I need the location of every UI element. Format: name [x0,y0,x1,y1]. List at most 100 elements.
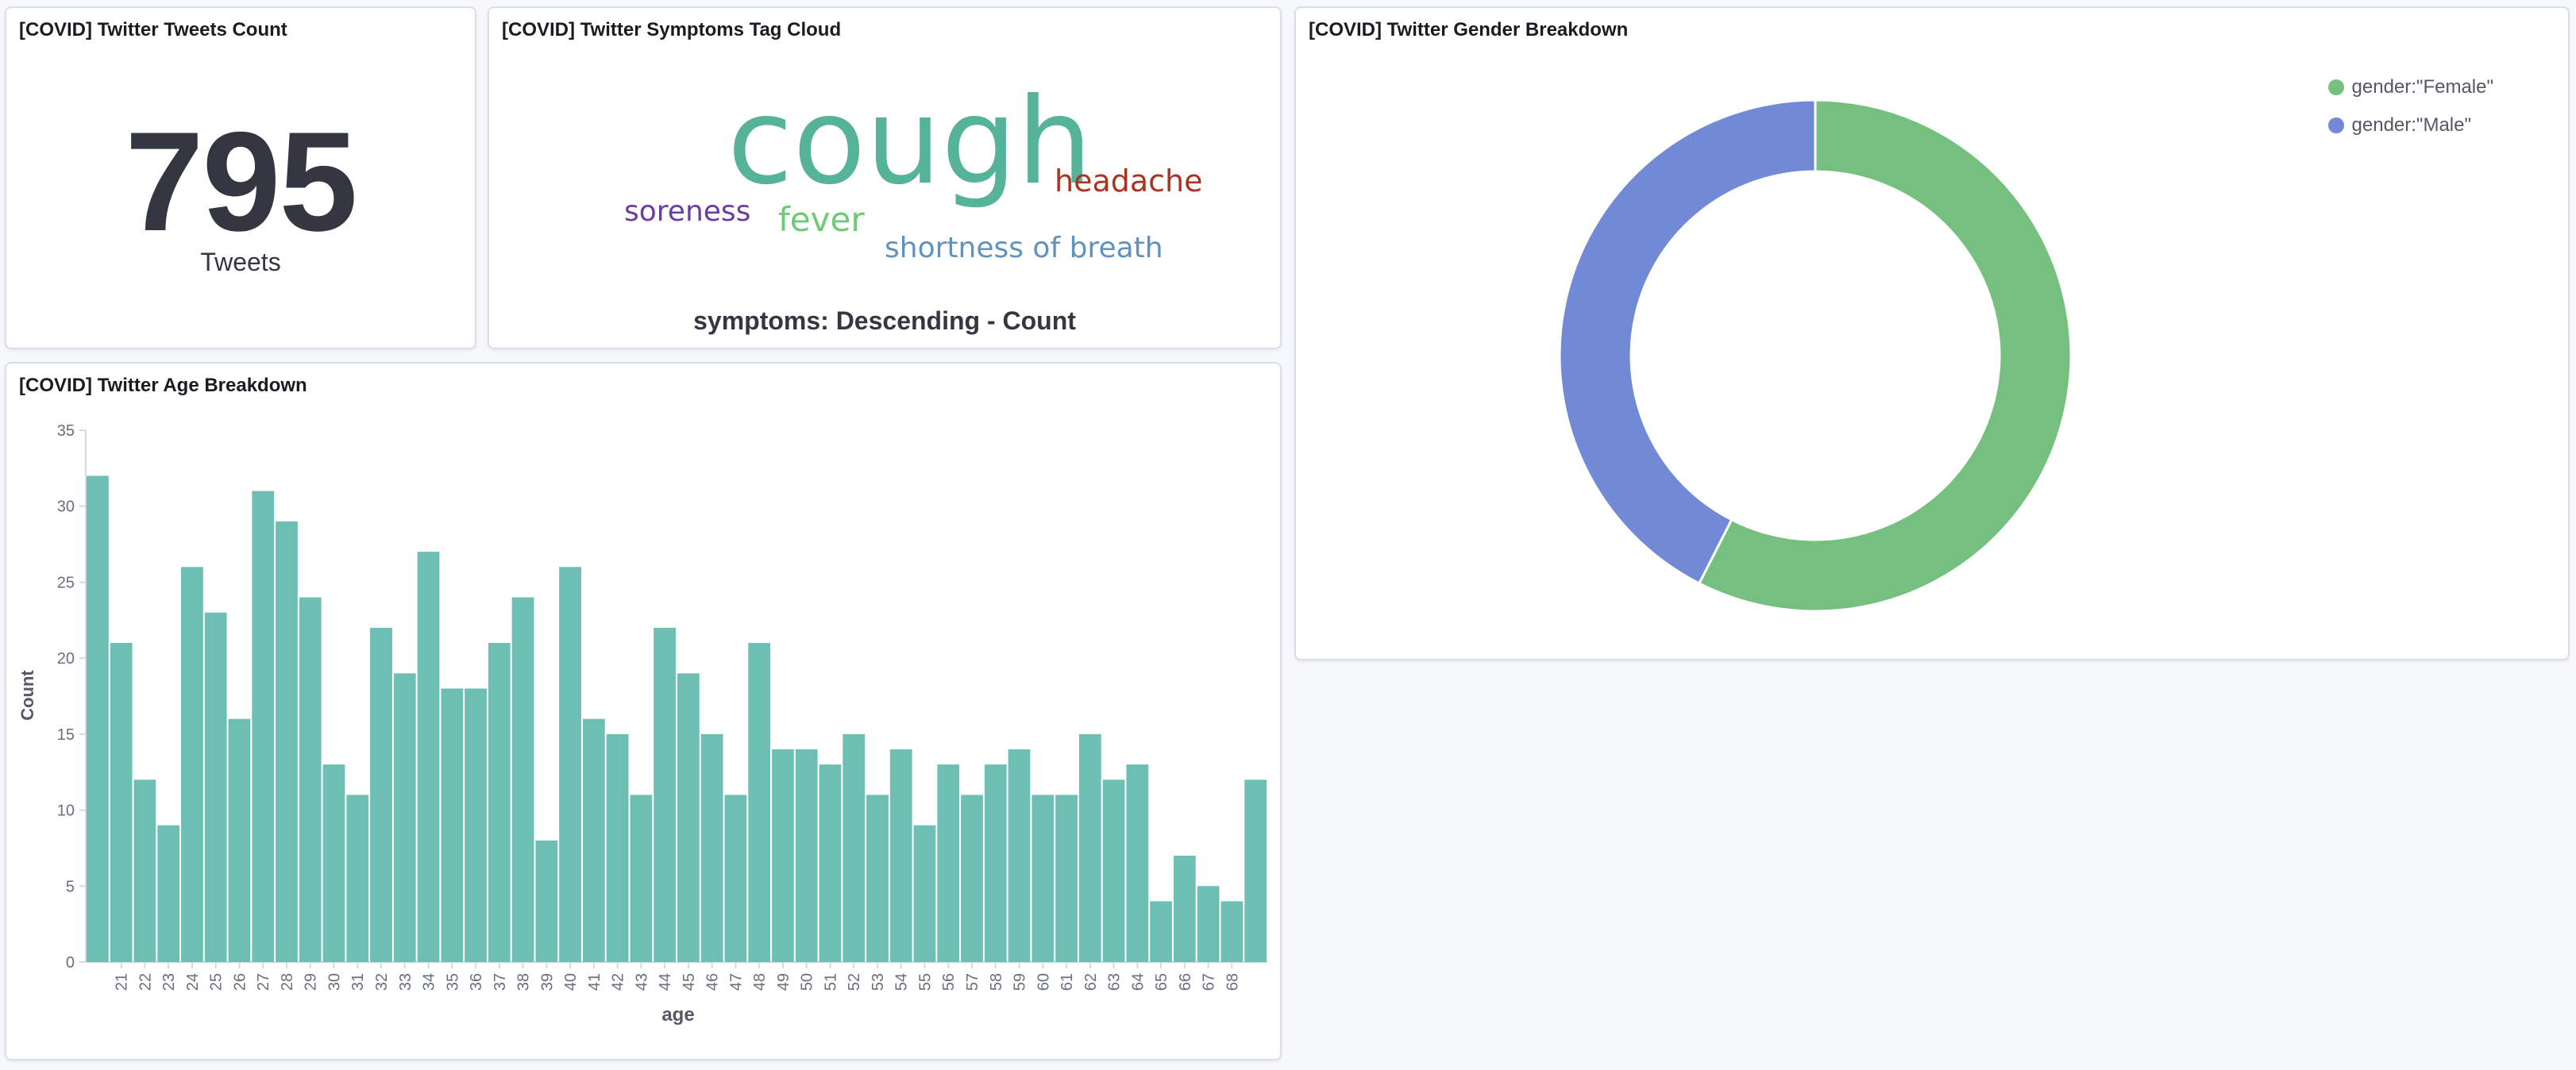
x-tick-label: 21 [114,973,131,991]
age-bar[interactable] [1102,779,1125,962]
donut-slice-female[interactable] [1697,98,2073,613]
age-bar[interactable] [181,567,203,962]
x-tick-label: 46 [704,973,722,991]
age-bar[interactable] [866,795,889,962]
age-bar[interactable] [228,718,251,962]
age-bar[interactable] [913,825,936,962]
age-bar[interactable] [1197,886,1220,962]
age-bar[interactable] [748,643,771,962]
x-tick-label: 68 [1224,973,1241,991]
tag-shortness-of-breath[interactable]: shortness of breath [885,232,1163,264]
x-axis-title: age [661,1004,694,1026]
age-bar[interactable] [511,597,534,962]
legend-item-female[interactable]: gender:"Female" [2327,68,2493,106]
age-bar[interactable] [1078,733,1101,962]
legend-label: gender:"Male" [2351,114,2471,136]
age-bar[interactable] [795,749,818,962]
x-tick-label: 60 [1035,973,1052,991]
age-bar[interactable] [937,764,960,962]
y-axis-title: Count [17,670,37,721]
age-bar[interactable] [843,733,866,962]
age-bar[interactable] [582,718,605,962]
age-bar[interactable] [606,733,629,962]
age-bar[interactable] [393,673,416,962]
donut-slice-male[interactable] [1558,98,1817,585]
age-bar[interactable] [700,733,723,962]
tag-cloud-caption: symptoms: Descending - Count [693,306,1076,335]
age-bar[interactable] [1221,901,1244,962]
panel-title: [COVID] Twitter Tweets Count [19,19,287,40]
age-bar[interactable] [110,643,133,962]
age-bar[interactable] [1244,779,1267,962]
age-bar[interactable] [677,673,700,962]
age-bar[interactable] [1032,795,1055,962]
age-bar[interactable] [772,749,794,962]
tweets-count-label: Tweets [200,248,281,276]
age-bar[interactable] [1055,795,1078,962]
y-tick-label: 0 [66,954,75,972]
age-bar[interactable] [654,627,676,962]
x-tick-label: 62 [1082,973,1100,991]
x-tick-label: 63 [1106,973,1124,991]
gender-donut-chart [1558,98,2073,613]
y-tick-label: 5 [66,878,75,895]
y-tick-label: 15 [57,726,75,744]
x-tick-label: 25 [208,973,226,991]
age-bar[interactable] [984,764,1007,962]
age-bar[interactable] [819,764,842,962]
x-tick-label: 45 [681,973,698,991]
age-bar[interactable] [961,795,983,962]
age-bar[interactable] [1008,749,1031,962]
gender-legend: gender:"Female" gender:"Male" [2327,68,2493,144]
tag-headache[interactable]: headache [1055,164,1203,198]
age-bar[interactable] [630,795,653,962]
x-tick-label: 29 [303,973,320,991]
age-bar[interactable] [724,795,747,962]
age-bar[interactable] [1173,856,1196,962]
x-tick-label: 49 [775,973,792,991]
age-bar[interactable] [441,688,464,962]
age-bar[interactable] [133,779,156,962]
symptoms-tag-cloud-panel: [COVID] Twitter Symptoms Tag Cloud cough… [488,6,1282,349]
age-bar[interactable] [276,521,298,962]
x-tick-label: 51 [822,973,839,991]
age-bar[interactable] [157,825,180,962]
x-tick-label: 65 [1153,973,1170,991]
age-bar[interactable] [204,612,227,962]
x-tick-label: 35 [444,973,461,991]
x-tick-label: 57 [964,973,981,991]
x-tick-label: 48 [751,973,769,991]
tag-soreness[interactable]: soreness [624,195,751,228]
x-tick-label: 67 [1201,973,1218,991]
x-tick-label: 33 [397,973,415,991]
age-bar[interactable] [299,597,322,962]
age-bar[interactable] [535,840,558,962]
age-bar[interactable] [1126,764,1149,962]
legend-item-male[interactable]: gender:"Male" [2327,106,2493,144]
age-bar[interactable] [252,491,275,962]
age-bar[interactable] [87,475,109,962]
x-tick-label: 42 [610,973,627,991]
age-breakdown-panel: [COVID] Twitter Age Breakdown Count age … [5,362,1282,1060]
age-bar[interactable] [1150,901,1172,962]
age-bar[interactable] [465,688,487,962]
age-bar[interactable] [889,749,912,962]
x-tick-label: 54 [893,973,911,991]
x-tick-label: 39 [538,973,556,991]
panel-title: [COVID] Twitter Age Breakdown [19,375,307,396]
age-bar[interactable] [488,643,511,962]
tag-fever[interactable]: fever [778,200,865,239]
x-tick-label: 22 [137,973,154,991]
age-bar[interactable] [559,567,581,962]
x-tick-label: 66 [1177,973,1194,991]
x-tick-label: 31 [349,973,367,991]
age-bar[interactable] [370,627,392,962]
tag-cough[interactable]: cough [727,73,1093,211]
age-bar[interactable] [417,552,440,962]
age-bar[interactable] [322,764,345,962]
x-tick-label: 32 [373,973,391,991]
x-tick-label: 41 [586,973,604,991]
tweets-count-value: 795 [125,102,358,260]
age-bar[interactable] [346,795,369,962]
x-tick-label: 37 [492,973,509,991]
